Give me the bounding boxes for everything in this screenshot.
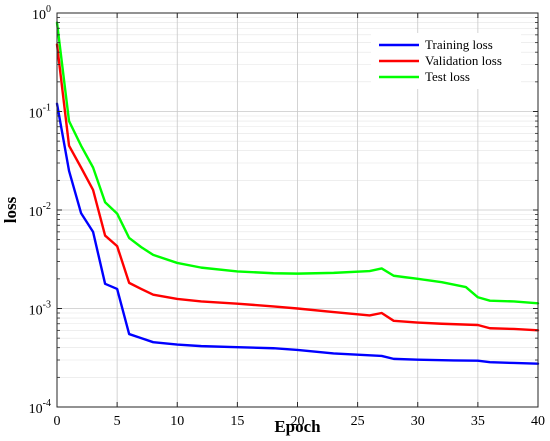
y-tick-label: 10-2	[29, 201, 51, 220]
y-tick-label-base: 10	[29, 107, 43, 122]
y-tick-label-exponent: -1	[43, 103, 51, 114]
x-tick-label: 30	[411, 414, 425, 429]
x-tick-labels: 0 5 10 15 20 25 30 35 40	[54, 414, 546, 429]
series-line-3	[55, 21, 540, 305]
legend-label: Test loss	[425, 69, 470, 84]
x-tick-label: 15	[230, 414, 244, 429]
y-tick-label-exponent: -4	[43, 398, 51, 409]
y-tick-label-base: 10	[32, 8, 46, 23]
x-tick-label: 10	[170, 414, 184, 429]
y-tick-label-exponent: -3	[43, 300, 51, 311]
legend-label: Training loss	[425, 37, 493, 52]
series-line-2	[55, 43, 540, 332]
y-tick-label: 10-1	[29, 103, 51, 122]
y-tick-label-exponent: 0	[46, 4, 51, 15]
y-tick-label: 10-3	[29, 300, 51, 319]
y-tick-label-base: 10	[29, 205, 43, 220]
series-lines	[55, 21, 540, 365]
y-tick-label-base: 10	[29, 304, 43, 319]
y-tick-label-base: 10	[29, 402, 43, 417]
x-tick-label: 0	[54, 414, 61, 429]
x-tick-label: 20	[291, 414, 305, 429]
legend-label: Validation loss	[425, 53, 502, 68]
x-tick-label: 35	[471, 414, 485, 429]
grid	[56, 12, 539, 408]
y-tick-label: 100	[32, 4, 51, 23]
x-tick-label: 5	[114, 414, 121, 429]
y-axis-label: loss	[1, 196, 20, 223]
series-line-1	[55, 102, 540, 365]
x-axis-label: Epoch	[274, 417, 321, 436]
x-tick-label: 25	[351, 414, 365, 429]
y-tick-label-exponent: -2	[43, 201, 51, 212]
axis-ticks	[56, 12, 539, 408]
x-tick-label: 40	[531, 414, 545, 429]
y-tick-label: 10-4	[29, 398, 51, 417]
